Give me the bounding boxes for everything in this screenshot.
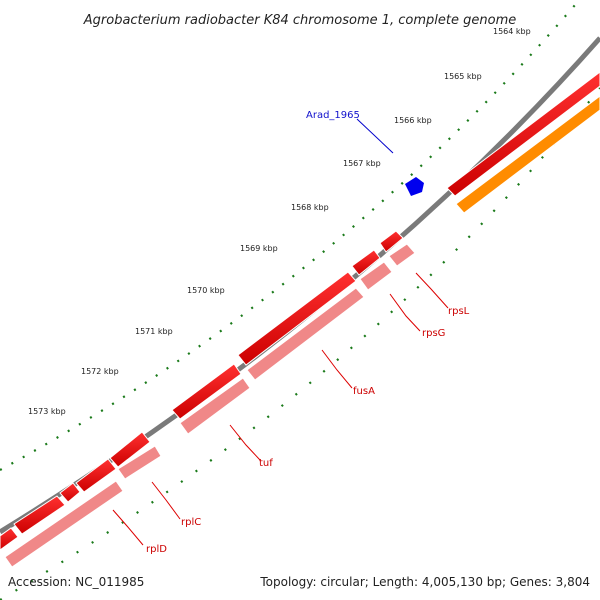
gene-small-2 bbox=[59, 482, 81, 503]
accession-text: Accession: NC_011985 bbox=[8, 575, 144, 589]
gene-label-rplD: rplD bbox=[146, 544, 167, 555]
gene-orange bbox=[455, 95, 600, 214]
scale-label-1564: 1564 kbp bbox=[493, 27, 531, 36]
gene-rpsL bbox=[379, 230, 404, 253]
scale-label-1566: 1566 kbp bbox=[394, 116, 432, 125]
gene-label-rpsL: rpsL bbox=[448, 306, 470, 317]
scale-label-1569: 1569 kbp bbox=[240, 244, 278, 253]
cds-rpsG bbox=[359, 261, 393, 291]
inner-tick-ring bbox=[0, 87, 600, 600]
gene-label-arad-1965: Arad_1965 bbox=[306, 110, 360, 121]
map-title: Agrobacterium radiobacter K84 chromosome… bbox=[83, 13, 516, 28]
genome-summary-text: Topology: circular; Length: 4,005,130 bp… bbox=[259, 575, 590, 589]
gene-fusA bbox=[237, 271, 357, 366]
cds-rpsL bbox=[388, 243, 416, 267]
cds-fusA bbox=[246, 287, 365, 381]
outer-gene-track bbox=[0, 71, 600, 551]
inner-cds-track bbox=[4, 243, 416, 568]
scale-label-1573: 1573 kbp bbox=[28, 407, 66, 416]
feature-arad-1965 bbox=[405, 177, 424, 196]
scale-label-1568: 1568 kbp bbox=[291, 203, 329, 212]
gene-label-fusA: fusA bbox=[353, 386, 375, 397]
leader-rpsL bbox=[415, 272, 449, 309]
leader-rplC bbox=[151, 481, 181, 520]
label-leaders bbox=[112, 118, 449, 546]
gene-small-1 bbox=[109, 431, 151, 468]
gene-tuf bbox=[171, 363, 242, 420]
leader-arad bbox=[356, 118, 394, 154]
scale-label-1567: 1567 kbp bbox=[343, 159, 381, 168]
leader-rpsG bbox=[389, 293, 421, 332]
scale-label-1572: 1572 kbp bbox=[81, 367, 119, 376]
leader-tuf bbox=[229, 424, 261, 461]
leader-rplD bbox=[112, 509, 144, 546]
gene-rpsG bbox=[351, 249, 381, 276]
gene-label-tuf: tuf bbox=[259, 458, 273, 469]
gene-rplD bbox=[13, 495, 66, 535]
gene-edge bbox=[0, 527, 19, 551]
cds-tuf bbox=[179, 377, 251, 435]
gene-label-rplC: rplC bbox=[181, 517, 201, 528]
scale-label-1565: 1565 kbp bbox=[444, 72, 482, 81]
scale-ring-dotted bbox=[0, 4, 576, 471]
scale-label-1571: 1571 kbp bbox=[135, 327, 173, 336]
genome-backbone bbox=[0, 36, 600, 535]
gene-label-rpsG: rpsG bbox=[422, 328, 445, 339]
scale-label-1570: 1570 kbp bbox=[187, 286, 225, 295]
leader-fusA bbox=[321, 349, 353, 389]
gene-rplC bbox=[75, 458, 117, 493]
cds-rplD bbox=[4, 480, 124, 568]
gene-large-top bbox=[446, 71, 600, 197]
cds-rplC bbox=[117, 445, 162, 480]
